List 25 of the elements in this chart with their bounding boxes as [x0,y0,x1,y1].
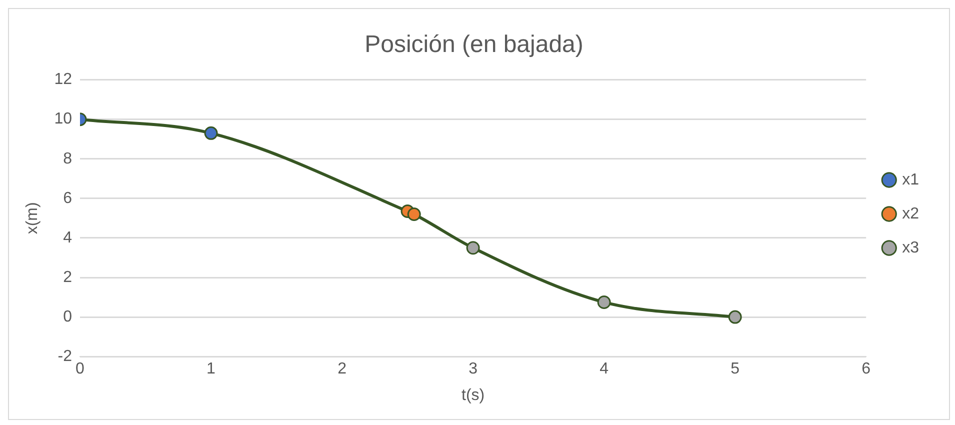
y-tick-label: 12 [54,71,72,88]
legend-label: x1 [902,171,920,188]
legend-label: x3 [902,239,920,256]
x-axis-title: t(s) [461,386,485,404]
x-tick-label: 5 [730,360,740,378]
y-tick-label: 2 [63,268,72,286]
y-tick-label: 10 [54,110,72,128]
x-tick-label: 0 [76,360,85,378]
x-tick-label: 3 [468,360,478,378]
x-tick-label: 1 [206,360,216,378]
y-axis-title: x(m) [24,202,42,234]
y-tick-label: 4 [63,229,72,246]
y-tick-label: -2 [58,348,72,366]
x-tick-label: 2 [338,360,347,378]
point [466,241,480,255]
point [728,310,742,324]
point [407,207,421,221]
x-tick-label: 4 [600,360,609,378]
y-tick-label: 8 [63,150,72,168]
y-tick-label: 6 [63,190,72,207]
x-tick-label: 6 [862,360,871,378]
y-tick-label: 0 [63,308,72,326]
legend-label: x2 [902,205,920,222]
chart-title: Posición (en bajada) [364,31,584,58]
point [597,295,611,309]
